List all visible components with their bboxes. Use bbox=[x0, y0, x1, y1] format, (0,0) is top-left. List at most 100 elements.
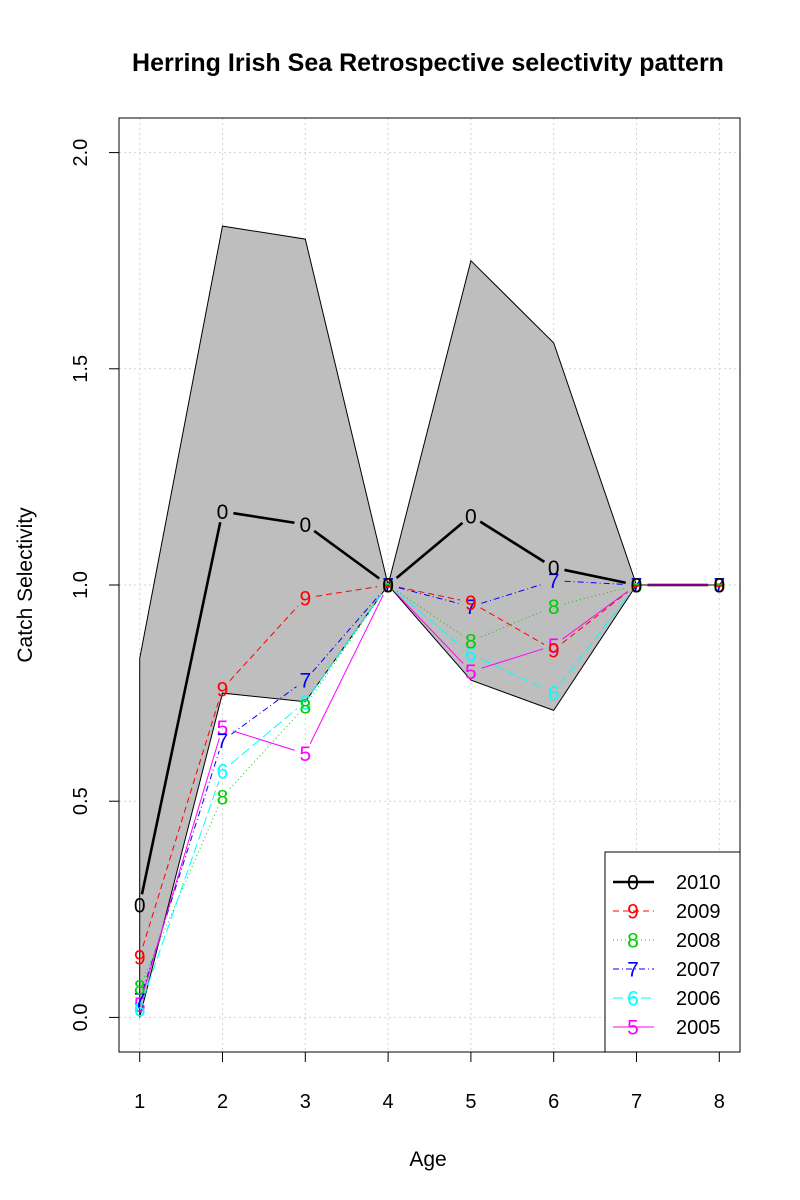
legend: 0 2010 9 2009 8 2008 7 2007 6 2006 5 2005 bbox=[604, 851, 741, 1053]
y-tick-label-2: 0.5 bbox=[70, 787, 92, 815]
series-2006 bbox=[142, 584, 709, 999]
series-2009-point-4: 9 bbox=[382, 575, 394, 598]
series-2009-segment-6 bbox=[562, 591, 629, 644]
x-tick-label-2: 2 bbox=[217, 1091, 228, 1113]
series-2009-segment-4 bbox=[398, 586, 461, 601]
series-2010-point-4: 0 bbox=[382, 575, 394, 598]
x-axis: 1 2 3 4 5 6 7 8 bbox=[134, 1051, 725, 1113]
series-2005-point-1: 5 bbox=[134, 994, 146, 1017]
series-2007-segment-4 bbox=[398, 587, 461, 605]
series-2006-markers: 6 6 6 6 6 6 6 6 bbox=[134, 575, 725, 1022]
x-tick-label-4: 4 bbox=[383, 1091, 394, 1113]
x-tick-label-1: 1 bbox=[134, 1091, 145, 1113]
series-2007-markers: 7 7 7 7 7 7 7 7 bbox=[134, 570, 725, 1012]
y-tick-label-3: 1.0 bbox=[70, 571, 92, 599]
series-2007-point-1: 7 bbox=[134, 990, 146, 1013]
series-2006-point-5: 6 bbox=[465, 644, 477, 667]
series-2008-segment-2 bbox=[229, 713, 299, 790]
x-tick-label-3: 3 bbox=[300, 1091, 311, 1113]
legend-label-2009: 2009 bbox=[676, 901, 721, 923]
legend-label-2010: 2010 bbox=[676, 872, 721, 894]
series-2007-point-3: 7 bbox=[299, 670, 311, 693]
legend-entry-2009: 9 2009 bbox=[613, 901, 721, 924]
series-2009-point-2: 9 bbox=[217, 678, 229, 701]
legend-marker-2010: 0 bbox=[627, 872, 639, 895]
series-2005-point-2: 5 bbox=[217, 717, 229, 740]
legend-entry-2006: 6 2006 bbox=[613, 988, 721, 1011]
series-2006-point-7: 6 bbox=[631, 575, 643, 598]
series-2010-segment-4 bbox=[395, 521, 464, 579]
series-2008-point-7: 8 bbox=[631, 575, 643, 598]
series-2010-point-3: 0 bbox=[299, 514, 311, 537]
series-2010-point-8: 0 bbox=[713, 575, 725, 598]
legend-marker-2005: 5 bbox=[627, 1017, 639, 1040]
legend-entry-2008: 8 2008 bbox=[613, 930, 721, 953]
series-2007-segment-6 bbox=[564, 580, 626, 585]
series-2006-point-1: 6 bbox=[134, 998, 146, 1021]
series-2009-point-5: 9 bbox=[465, 592, 477, 615]
axes: 1 2 3 4 5 6 7 80.00.51.01.52.0 bbox=[70, 139, 725, 1113]
series-2007-point-5: 7 bbox=[465, 596, 477, 619]
x-tick-label-8: 8 bbox=[714, 1091, 725, 1113]
y-axis: 0.0 0.5 1.0 1.5 2.0 bbox=[70, 139, 120, 1032]
x-axis-label: Age bbox=[409, 1148, 446, 1171]
series-2010-segment-3 bbox=[313, 529, 380, 580]
series-2008-segment-6 bbox=[564, 587, 626, 605]
series-2007-segment-3 bbox=[312, 592, 382, 673]
series-2010-point-1: 0 bbox=[134, 894, 146, 917]
series-2008-point-3: 8 bbox=[299, 696, 311, 719]
series-2006-point-6: 6 bbox=[548, 683, 560, 706]
series-2005-point-7: 5 bbox=[631, 575, 643, 598]
series-2006-point-8: 6 bbox=[713, 575, 725, 598]
legend-marker-2007: 7 bbox=[627, 959, 639, 982]
series-2005-segment-6 bbox=[562, 591, 628, 640]
legend-marker-2009: 9 bbox=[627, 901, 639, 924]
series-2008 bbox=[143, 584, 709, 978]
chart-title: Herring Irish Sea Retrospective selectiv… bbox=[132, 49, 724, 77]
series-2005-segment-4 bbox=[395, 592, 464, 664]
legend-label-2006: 2006 bbox=[676, 988, 721, 1010]
series-2008-segment-5 bbox=[480, 610, 544, 638]
series-2005-point-8: 5 bbox=[713, 575, 725, 598]
x-tick-label-6: 6 bbox=[548, 1091, 559, 1113]
series-2005-point-6: 5 bbox=[548, 635, 560, 658]
series-2005 bbox=[142, 584, 709, 995]
series-2010-segment-2 bbox=[233, 511, 295, 525]
series-2007-segment-2 bbox=[231, 686, 297, 735]
series-2006-segment-1 bbox=[142, 781, 220, 999]
series-lines bbox=[140, 511, 709, 999]
y-tick-label-1: 0.0 bbox=[70, 1004, 92, 1032]
series-2008-point-2: 8 bbox=[217, 786, 229, 809]
legend-box bbox=[604, 851, 741, 1053]
series-2009-point-7: 9 bbox=[631, 575, 643, 598]
legend-marker-2008: 8 bbox=[627, 930, 639, 953]
series-2007-point-2: 7 bbox=[217, 730, 229, 753]
series-2005-markers: 5 5 5 5 5 5 5 5 bbox=[134, 575, 725, 1017]
series-2009-point-1: 9 bbox=[134, 946, 146, 969]
series-2006-segment-6 bbox=[559, 593, 631, 685]
series-2006-segment-5 bbox=[480, 658, 544, 689]
series-2010-segment-5 bbox=[479, 520, 546, 563]
series-2009-point-8: 9 bbox=[713, 575, 725, 598]
series-2009-segment-5 bbox=[480, 607, 545, 645]
legend-label-2007: 2007 bbox=[676, 959, 721, 981]
series-2009-segment-2 bbox=[229, 605, 299, 681]
legend-label-2005: 2005 bbox=[676, 1017, 721, 1039]
series-2007-point-6: 7 bbox=[548, 570, 560, 593]
series-2008-point-6: 8 bbox=[548, 596, 560, 619]
series-2009-point-3: 9 bbox=[299, 587, 311, 610]
series-2007-segment-5 bbox=[481, 583, 544, 604]
series-2007-point-8: 7 bbox=[713, 575, 725, 598]
series-2010-point-7: 0 bbox=[631, 575, 643, 598]
y-tick-label-4: 1.5 bbox=[70, 355, 92, 383]
series-2006-segment-2 bbox=[230, 708, 298, 765]
legend-entry-2010: 0 2010 bbox=[613, 872, 721, 895]
series-2006-point-4: 6 bbox=[382, 575, 394, 598]
series-2010-segment-1 bbox=[140, 521, 222, 895]
y-axis-label: Catch Selectivity bbox=[14, 507, 37, 663]
series-2008-segment-1 bbox=[143, 806, 219, 978]
series-2005-segment-3 bbox=[309, 594, 384, 744]
series-2010-point-6: 0 bbox=[548, 557, 560, 580]
